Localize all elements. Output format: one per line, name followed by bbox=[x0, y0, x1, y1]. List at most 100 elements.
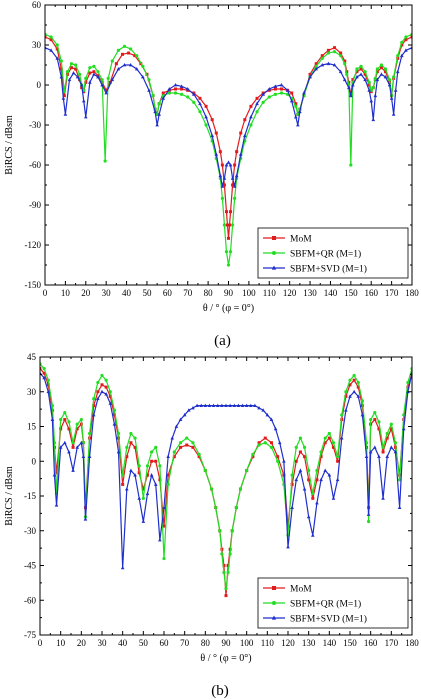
data-point bbox=[364, 454, 369, 459]
data-point bbox=[398, 478, 402, 482]
data-point bbox=[233, 196, 237, 200]
data-point bbox=[134, 67, 139, 71]
data-point bbox=[229, 210, 233, 214]
data-point bbox=[363, 70, 367, 74]
data-point bbox=[323, 436, 327, 440]
data-point bbox=[133, 436, 137, 440]
data-point bbox=[141, 75, 145, 79]
data-point bbox=[355, 70, 359, 74]
data-point bbox=[75, 427, 79, 431]
data-point bbox=[121, 482, 125, 486]
data-point bbox=[203, 468, 207, 473]
data-point bbox=[210, 118, 214, 122]
data-point bbox=[222, 176, 227, 180]
data-point bbox=[100, 383, 104, 387]
data-point bbox=[197, 455, 201, 459]
data-point bbox=[69, 62, 74, 66]
data-point bbox=[141, 496, 145, 500]
data-point bbox=[220, 552, 224, 556]
x-tick-label: 0 bbox=[43, 288, 48, 298]
data-point bbox=[112, 422, 117, 426]
data-point bbox=[167, 91, 171, 95]
x-tick-label: 0 bbox=[38, 638, 43, 648]
data-point bbox=[228, 250, 233, 254]
data-point bbox=[198, 96, 202, 100]
data-point bbox=[343, 59, 347, 63]
data-point bbox=[320, 63, 325, 67]
data-point bbox=[228, 552, 232, 556]
x-tick-label: 50 bbox=[139, 638, 149, 648]
data-point bbox=[63, 418, 67, 422]
data-point bbox=[166, 473, 170, 477]
data-point bbox=[162, 505, 166, 509]
data-point bbox=[84, 76, 88, 80]
data-point bbox=[331, 496, 336, 500]
data-point bbox=[410, 35, 412, 39]
x-tick-label: 170 bbox=[385, 638, 399, 648]
data-point bbox=[228, 223, 232, 227]
data-point bbox=[71, 468, 75, 472]
data-point bbox=[369, 99, 374, 103]
data-point bbox=[339, 436, 344, 440]
data-point bbox=[157, 102, 161, 106]
data-point bbox=[191, 441, 195, 445]
data-point bbox=[40, 367, 42, 371]
legend-marker bbox=[272, 601, 276, 605]
data-point bbox=[149, 473, 154, 477]
data-point bbox=[173, 87, 177, 91]
data-point bbox=[340, 413, 344, 417]
data-point bbox=[308, 75, 312, 79]
x-tick-label: 160 bbox=[364, 638, 378, 648]
data-point bbox=[153, 482, 158, 486]
data-point bbox=[153, 109, 157, 114]
data-point bbox=[327, 473, 332, 477]
x-tick-label: 160 bbox=[364, 288, 378, 298]
data-point bbox=[389, 422, 393, 426]
data-point bbox=[150, 459, 154, 463]
data-point bbox=[257, 443, 261, 447]
x-tick-label: 120 bbox=[283, 288, 297, 298]
legend: MoM SBFM+QR (M=1) SBFM+SVD (M=1) bbox=[257, 227, 409, 279]
data-point bbox=[369, 417, 373, 422]
data-point bbox=[116, 67, 121, 71]
data-point bbox=[371, 117, 376, 122]
data-point bbox=[373, 418, 377, 422]
data-point bbox=[220, 184, 225, 188]
data-point bbox=[96, 70, 100, 74]
x-tick-label: 20 bbox=[77, 638, 87, 648]
y-axis-title: BiRCS / dBsm bbox=[4, 466, 15, 526]
data-point bbox=[298, 109, 302, 114]
data-point bbox=[100, 389, 104, 394]
data-point bbox=[71, 71, 76, 75]
data-point bbox=[63, 112, 68, 116]
data-point bbox=[367, 88, 371, 92]
y-tick-label: -60 bbox=[29, 160, 41, 170]
data-point bbox=[204, 115, 208, 119]
data-point bbox=[61, 96, 66, 100]
data-point bbox=[289, 99, 294, 103]
data-point bbox=[145, 473, 149, 477]
data-point bbox=[306, 514, 311, 519]
data-point bbox=[154, 445, 158, 449]
data-point bbox=[104, 385, 108, 389]
data-point bbox=[92, 64, 96, 68]
data-point bbox=[155, 123, 159, 127]
series-line bbox=[40, 368, 412, 596]
data-point bbox=[290, 473, 294, 477]
data-point bbox=[211, 403, 216, 408]
x-tick-label: 10 bbox=[61, 288, 71, 298]
data-point bbox=[228, 403, 232, 408]
data-point bbox=[83, 115, 88, 119]
data-point bbox=[224, 403, 228, 408]
data-point bbox=[141, 519, 146, 523]
data-point bbox=[345, 72, 349, 76]
data-point bbox=[65, 70, 70, 74]
data-point bbox=[298, 468, 303, 472]
data-point bbox=[173, 91, 178, 95]
data-point bbox=[249, 123, 253, 127]
data-point bbox=[363, 77, 367, 82]
data-point bbox=[125, 445, 129, 449]
data-point bbox=[220, 196, 224, 200]
data-point bbox=[198, 110, 202, 114]
data-point bbox=[359, 72, 363, 76]
